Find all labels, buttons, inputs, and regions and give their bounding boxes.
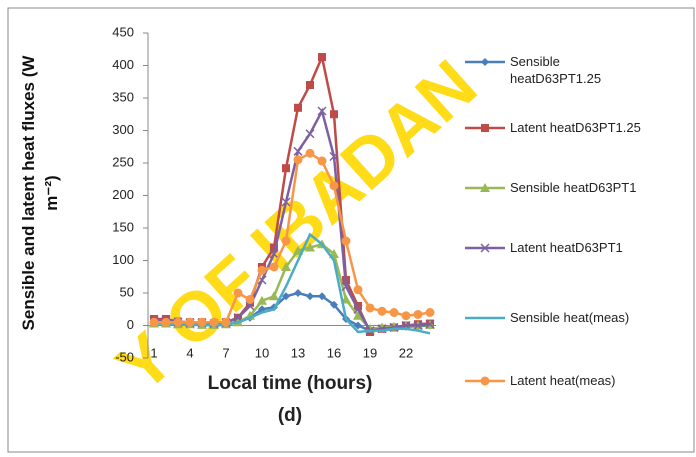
marker	[413, 309, 423, 319]
marker	[365, 303, 375, 313]
legend-label: Sensible heatD63PT1	[510, 180, 637, 195]
marker	[281, 197, 291, 207]
chart-border	[7, 7, 695, 453]
x-tick-label: 16	[327, 345, 341, 360]
marker	[353, 285, 363, 295]
marker	[294, 103, 302, 112]
marker	[282, 292, 290, 301]
legend-label: Latent heat(meas)	[510, 373, 616, 388]
marker	[354, 321, 362, 330]
marker	[353, 310, 363, 320]
marker	[480, 376, 490, 386]
legend-label: Sensible heatD63PT1.25	[510, 54, 602, 86]
marker	[330, 110, 338, 119]
marker	[294, 289, 302, 297]
marker	[149, 317, 159, 327]
marker	[401, 311, 411, 321]
marker	[245, 301, 255, 311]
marker	[425, 308, 435, 317]
marker	[306, 81, 314, 89]
marker	[377, 306, 387, 316]
marker	[221, 317, 231, 327]
x-tick-label: 4	[186, 345, 193, 360]
marker	[329, 151, 339, 162]
y-tick-label: 350	[112, 89, 134, 104]
marker	[318, 53, 326, 62]
x-tick-label: 13	[291, 345, 305, 360]
marker	[481, 124, 489, 132]
marker	[257, 265, 267, 275]
marker	[318, 292, 326, 301]
marker	[281, 262, 291, 271]
marker	[293, 146, 303, 156]
marker	[481, 58, 489, 66]
marker	[341, 236, 351, 246]
y-tick-label: 0	[127, 317, 134, 332]
marker	[257, 295, 267, 305]
marker	[197, 317, 207, 327]
marker	[305, 129, 315, 139]
marker	[185, 317, 195, 327]
marker	[269, 249, 279, 259]
series	[149, 148, 435, 327]
marker	[270, 243, 278, 252]
marker	[480, 183, 490, 192]
marker	[389, 308, 399, 317]
y-tick-label: 250	[112, 154, 134, 169]
y-tick-label: 100	[112, 252, 134, 267]
x-tick-label: 10	[255, 345, 269, 360]
panel-label: (d)	[278, 405, 302, 426]
x-tick-label: 1	[150, 345, 157, 360]
marker	[173, 317, 183, 327]
y-tick-label: -50	[115, 349, 134, 364]
y-tick-label: 400	[112, 57, 134, 72]
x-tick-label: 7	[222, 345, 229, 360]
marker	[354, 302, 362, 310]
x-tick-label: 22	[399, 345, 413, 360]
y-tick-label: 450	[112, 24, 134, 39]
marker	[330, 300, 338, 309]
marker	[269, 291, 279, 301]
marker	[317, 156, 327, 166]
marker	[269, 262, 279, 272]
marker	[480, 243, 490, 253]
marker	[282, 164, 290, 173]
legend-label: Latent heatD63PT1	[510, 240, 623, 255]
marker	[245, 295, 255, 304]
marker	[233, 288, 243, 298]
marker	[281, 236, 291, 246]
y-tick-label: 50	[120, 284, 134, 299]
legend-label: Latent heatD63PT1.25	[510, 120, 641, 135]
marker	[209, 317, 219, 327]
y-tick-label: 150	[112, 219, 134, 234]
marker	[353, 304, 363, 314]
marker	[341, 281, 351, 292]
marker	[305, 148, 315, 158]
marker	[293, 155, 303, 165]
marker	[306, 292, 314, 301]
marker	[317, 106, 327, 116]
x-tick-label: 19	[363, 345, 377, 360]
legend-label: Sensible heat(meas)	[510, 310, 630, 325]
marker	[413, 320, 423, 331]
y-tick-label: 300	[112, 122, 134, 137]
y-tick-label: 200	[112, 187, 134, 202]
marker	[425, 319, 435, 329]
x-axis-title: Local time (hours)	[208, 373, 373, 394]
marker	[161, 317, 171, 327]
marker	[329, 181, 339, 191]
y-axis-title: Sensible and latent heat fluxes (W m⁻²)	[19, 55, 61, 331]
marker	[305, 242, 315, 252]
